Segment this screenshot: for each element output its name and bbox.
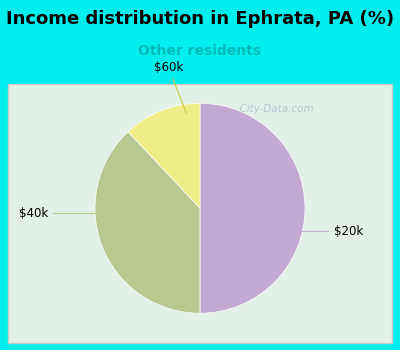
Wedge shape xyxy=(200,103,305,313)
Text: $20k: $20k xyxy=(268,225,364,238)
Text: Income distribution in Ephrata, PA (%): Income distribution in Ephrata, PA (%) xyxy=(6,10,394,28)
Wedge shape xyxy=(95,132,200,313)
Text: Other residents: Other residents xyxy=(138,44,262,58)
Text: City-Data.com: City-Data.com xyxy=(233,104,314,113)
Text: $60k: $60k xyxy=(154,61,186,113)
Wedge shape xyxy=(128,103,200,208)
Text: $40k: $40k xyxy=(18,207,122,220)
